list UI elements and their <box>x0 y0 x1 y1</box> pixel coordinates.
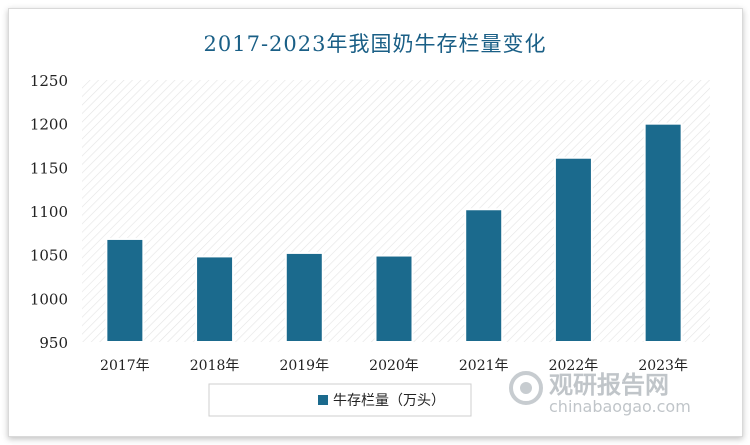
watermark: 观研报告网 chinabaogao.com <box>509 371 691 416</box>
watermark-logo-icon <box>509 371 543 405</box>
legend-swatch <box>318 395 328 405</box>
y-tick-label: 1100 <box>30 203 68 221</box>
x-category-label: 2019年 <box>279 358 329 374</box>
x-category-label: 2020年 <box>369 358 419 374</box>
y-tick-label: 1250 <box>30 72 68 90</box>
legend-box <box>208 383 472 417</box>
bar <box>105 237 145 344</box>
y-tick-label: 1000 <box>30 290 68 308</box>
watermark-brand: 观研报告网 <box>549 371 669 399</box>
bar <box>643 122 683 343</box>
y-tick-label: 1200 <box>30 116 68 134</box>
chart-title: 2017-2023年我国奶牛存栏量变化 <box>203 32 547 56</box>
bar <box>284 251 324 343</box>
x-category-label: 2018年 <box>190 358 240 374</box>
y-tick-label: 950 <box>39 334 68 352</box>
bar <box>374 254 414 343</box>
bar <box>553 156 593 343</box>
y-tick-label: 1050 <box>30 247 68 265</box>
y-tick-label: 1150 <box>30 159 68 177</box>
x-category-label: 2017年 <box>100 358 150 374</box>
watermark-url: chinabaogao.com <box>549 397 691 416</box>
bar <box>195 255 235 343</box>
x-category-label: 2021年 <box>459 358 509 374</box>
x-category-label: 2023年 <box>638 358 688 374</box>
x-category-label: 2022年 <box>549 358 599 374</box>
legend-label: 牛存栏量（万头） <box>333 393 445 409</box>
bar <box>464 208 504 343</box>
